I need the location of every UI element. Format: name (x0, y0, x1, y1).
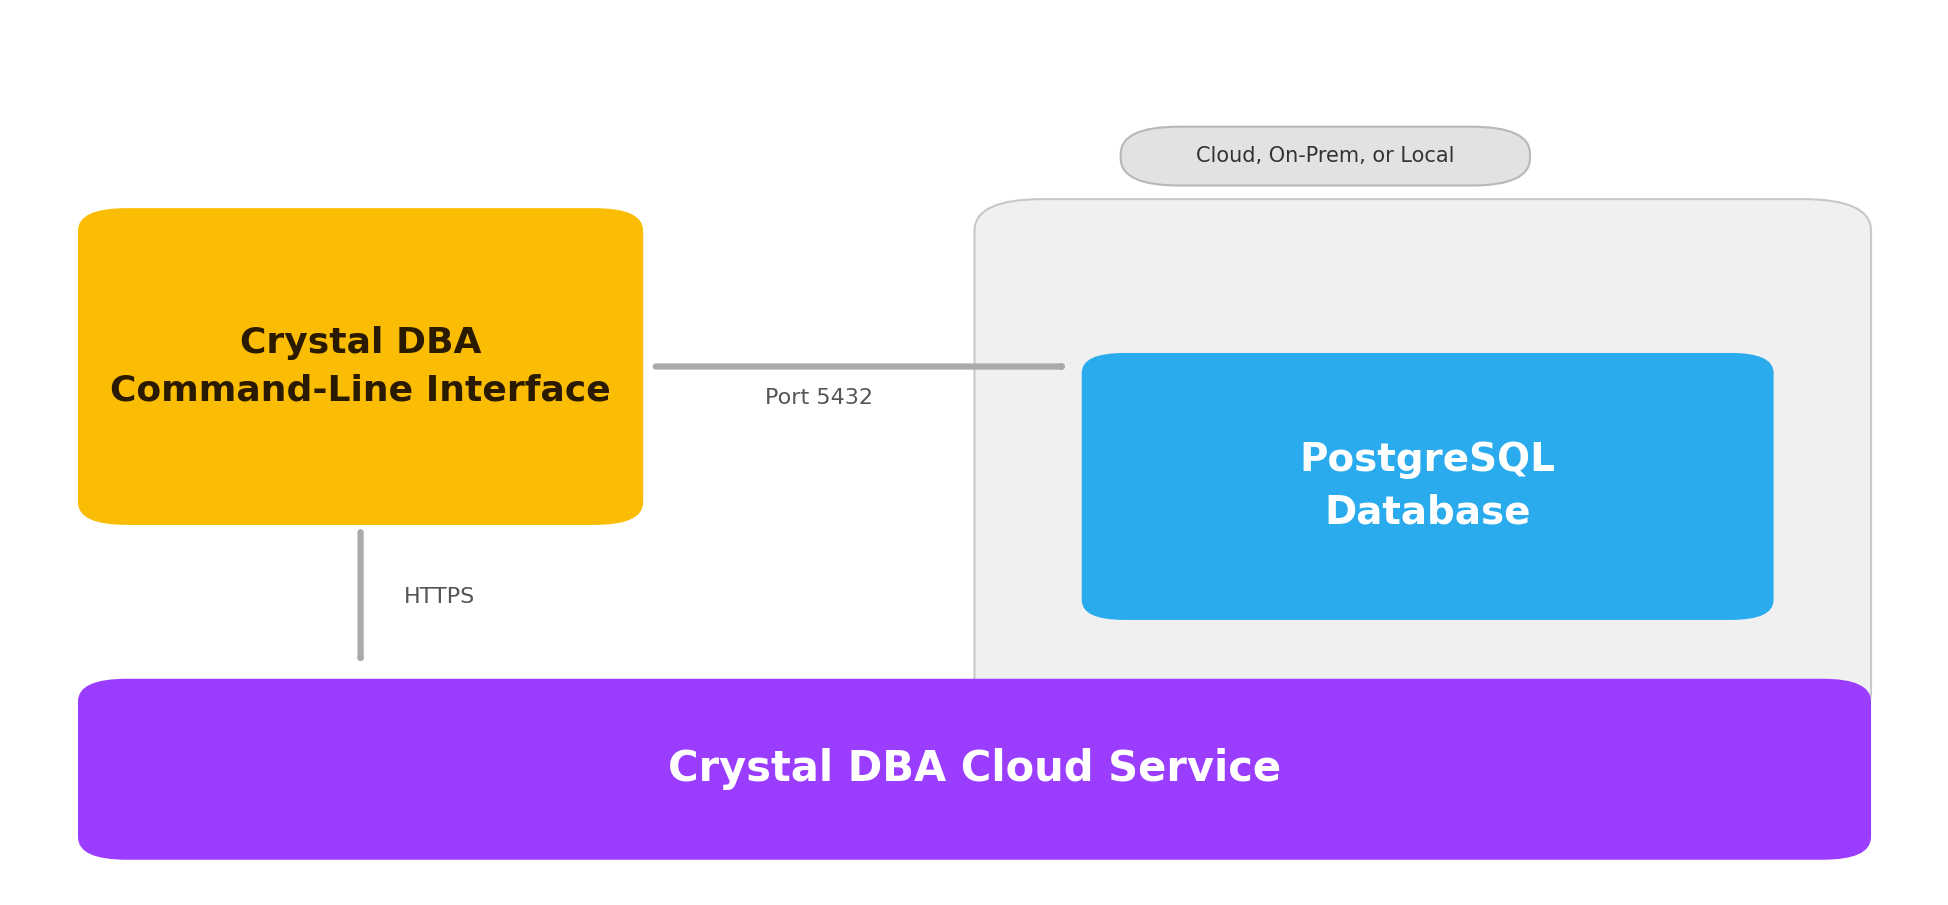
FancyBboxPatch shape (974, 199, 1870, 724)
FancyBboxPatch shape (78, 208, 643, 525)
Text: Cloud, On-Prem, or Local: Cloud, On-Prem, or Local (1196, 146, 1453, 167)
FancyBboxPatch shape (78, 679, 1870, 860)
Text: Crystal DBA
Command-Line Interface: Crystal DBA Command-Line Interface (111, 326, 610, 407)
Text: Port 5432: Port 5432 (764, 388, 873, 408)
FancyBboxPatch shape (1081, 353, 1773, 620)
Text: Crystal DBA Cloud Service: Crystal DBA Cloud Service (668, 748, 1280, 790)
Text: HTTPS: HTTPS (403, 587, 475, 607)
FancyBboxPatch shape (1120, 127, 1529, 186)
Text: PostgreSQL
Database: PostgreSQL Database (1299, 441, 1555, 532)
